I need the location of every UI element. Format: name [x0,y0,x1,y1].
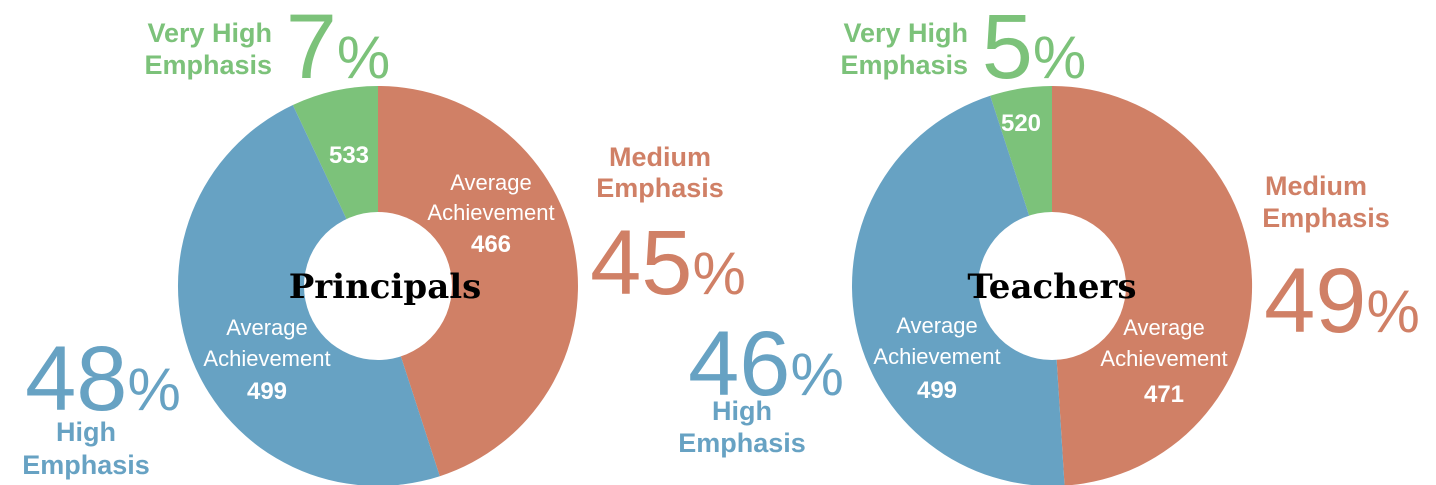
teachers-high-avg-label-1: Average [896,313,978,338]
teachers-high-percent: 46% [688,313,844,415]
teachers-medium-percent: 49% [1264,250,1420,352]
principals-medium-avg-label-2: Achievement [427,200,554,225]
principals-center-label: Principals [289,267,482,307]
teachers-high-avg-value: 499 [917,377,957,404]
principals-very-high-category-1: Very High [147,18,272,48]
principals-medium-avg-label-1: Average [450,170,532,195]
principals-very-high-avg-value: 533 [329,142,369,169]
teachers-medium-category-1: Medium [1265,171,1367,201]
principals-high-category-1: High [56,417,116,447]
teachers-slice-medium [1052,86,1253,485]
principals-donut: Principals 533 Average Achievement 466 A… [22,0,746,485]
teachers-donut-hole [978,212,1126,360]
principals-high-percent: 48% [25,328,181,430]
principals-slice-medium [378,86,578,477]
principals-medium-category-2: Emphasis [596,173,724,203]
principals-medium-percent: 45% [590,212,746,314]
teachers-medium-category-2: Emphasis [1262,203,1390,233]
teachers-very-high-category-2: Emphasis [840,50,968,80]
principals-high-avg-label-2: Achievement [203,346,330,371]
teachers-very-high-category-1: Very High [843,18,968,48]
principals-very-high-category-2: Emphasis [144,50,272,80]
teachers-very-high-percent: 5% [982,0,1087,98]
teachers-slice-high [852,95,1065,485]
principals-high-avg-value: 499 [247,378,287,405]
teachers-center-label: Teachers [967,267,1136,307]
teachers-high-avg-label-2: Achievement [873,344,1000,369]
principals-donut-hole [304,212,452,360]
teachers-medium-avg-label-1: Average [1123,315,1205,340]
teachers-donut: Teachers 520 Average Achievement 471 Ave… [678,0,1420,485]
teachers-medium-avg-value: 471 [1144,381,1184,408]
principals-very-high-percent: 7% [286,0,391,98]
principals-high-avg-label-1: Average [226,315,308,340]
principals-high-category-2: Emphasis [22,450,150,480]
teachers-medium-avg-label-2: Achievement [1100,346,1227,371]
teachers-high-category-2: Emphasis [678,428,806,458]
teachers-high-category-1: High [712,396,772,426]
principals-medium-avg-value: 466 [471,231,511,258]
teachers-very-high-avg-value: 520 [1001,110,1041,137]
principals-medium-category-1: Medium [609,142,711,172]
